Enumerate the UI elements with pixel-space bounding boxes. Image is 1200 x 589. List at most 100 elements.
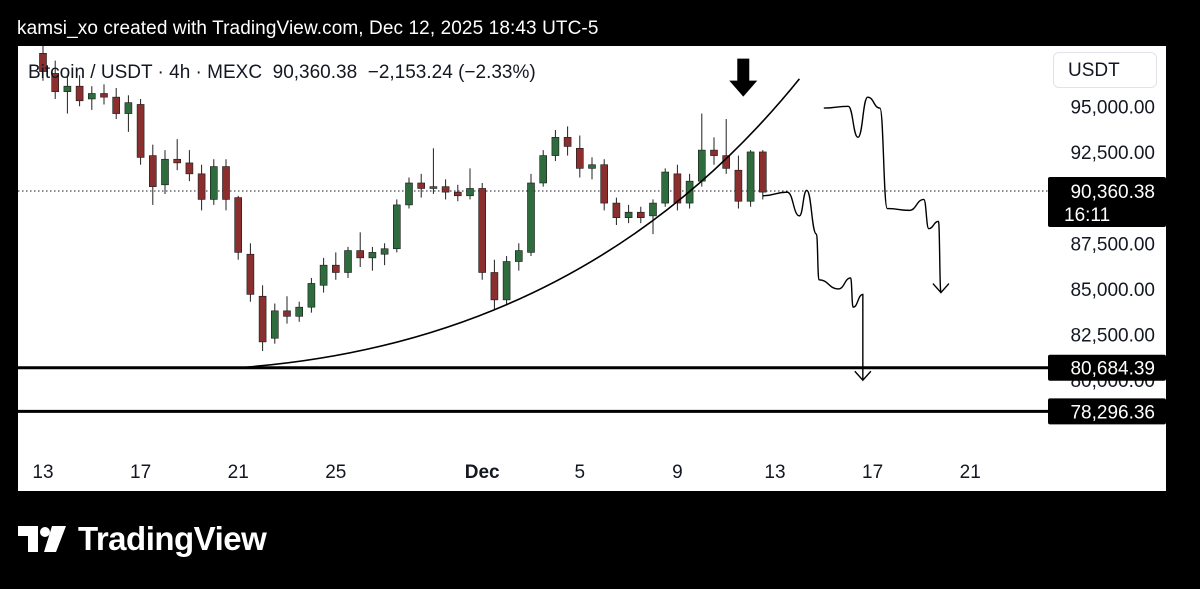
candle-body bbox=[429, 186, 438, 189]
chart-area[interactable]: 95,000.00 92,500.00 87,500.00 85,000.00 82,5… bbox=[18, 46, 1166, 491]
candle[interactable] bbox=[746, 150, 755, 207]
candle[interactable] bbox=[100, 84, 108, 105]
candle[interactable] bbox=[222, 159, 230, 211]
candle-body bbox=[112, 96, 120, 114]
candle-body bbox=[575, 147, 584, 169]
candle[interactable] bbox=[697, 113, 706, 187]
candle-body bbox=[51, 73, 60, 92]
candle[interactable] bbox=[758, 150, 767, 200]
tradingview-logo: TradingView bbox=[18, 520, 267, 558]
candle-body bbox=[344, 250, 352, 273]
candle[interactable] bbox=[271, 303, 279, 344]
time-axis: 13 17 21 25 Dec 5 9 13 17 21 bbox=[32, 462, 980, 483]
time-tick-label: 21 bbox=[228, 462, 249, 483]
candle[interactable] bbox=[344, 246, 352, 278]
candle[interactable] bbox=[149, 144, 157, 205]
candle[interactable] bbox=[405, 177, 413, 209]
candle[interactable] bbox=[514, 243, 523, 271]
candle[interactable] bbox=[283, 296, 291, 324]
price-tick-label: 87,500.00 bbox=[1070, 234, 1155, 255]
candle-body bbox=[161, 158, 169, 186]
candle[interactable] bbox=[258, 285, 267, 352]
projection-path[interactable] bbox=[823, 96, 942, 294]
candle-body bbox=[307, 283, 316, 308]
candle[interactable] bbox=[612, 197, 621, 225]
symbol-exchange: MEXC bbox=[207, 62, 263, 83]
candle[interactable] bbox=[380, 243, 389, 266]
candle[interactable] bbox=[185, 150, 194, 182]
candle[interactable] bbox=[295, 301, 304, 322]
candle[interactable] bbox=[307, 277, 316, 313]
candle[interactable] bbox=[722, 119, 731, 174]
candle[interactable] bbox=[563, 126, 572, 156]
symbol-name: Bitcoin / USDT bbox=[28, 62, 153, 83]
legend-separator: · bbox=[152, 62, 170, 83]
candle[interactable] bbox=[210, 159, 218, 205]
candle[interactable] bbox=[441, 179, 450, 200]
candles-layer bbox=[39, 46, 767, 352]
candle[interactable] bbox=[75, 75, 84, 107]
candle-body bbox=[405, 182, 413, 206]
candle-body bbox=[124, 102, 133, 114]
currency-selector[interactable]: USDT bbox=[1053, 52, 1157, 88]
candle[interactable] bbox=[124, 95, 133, 132]
candle[interactable] bbox=[173, 139, 181, 171]
candle[interactable] bbox=[392, 199, 401, 253]
candle[interactable] bbox=[673, 164, 682, 211]
candle[interactable] bbox=[600, 159, 609, 211]
candle[interactable] bbox=[51, 60, 60, 99]
candle[interactable] bbox=[246, 243, 255, 302]
candle-body bbox=[136, 104, 145, 158]
candle-body bbox=[100, 93, 108, 98]
candle[interactable] bbox=[478, 182, 487, 280]
candle-countdown-text: 16:11 bbox=[1064, 205, 1110, 226]
legend-separator: · bbox=[190, 62, 208, 83]
candle[interactable] bbox=[539, 150, 548, 187]
candle[interactable] bbox=[490, 259, 499, 310]
candle[interactable] bbox=[636, 206, 645, 224]
candle[interactable] bbox=[417, 173, 426, 198]
candle[interactable] bbox=[368, 246, 377, 271]
candle[interactable] bbox=[734, 155, 743, 209]
candlestick-chart[interactable]: 95,000.00 92,500.00 87,500.00 85,000.00 82,5… bbox=[18, 46, 1166, 491]
candle[interactable] bbox=[356, 232, 365, 268]
candle[interactable] bbox=[575, 135, 584, 178]
candle-body bbox=[210, 166, 218, 200]
candle[interactable] bbox=[453, 184, 462, 202]
candle[interactable] bbox=[649, 199, 657, 235]
candle[interactable] bbox=[502, 256, 511, 306]
candle[interactable] bbox=[112, 88, 120, 120]
tradingview-logo-icon bbox=[18, 526, 66, 552]
candle-body bbox=[197, 173, 206, 200]
candle[interactable] bbox=[319, 257, 328, 293]
time-tick-label: 17 bbox=[130, 462, 151, 483]
candle[interactable] bbox=[661, 168, 670, 207]
candle-body bbox=[258, 295, 267, 343]
candle[interactable] bbox=[136, 98, 145, 165]
candle[interactable] bbox=[710, 137, 718, 165]
candle-body bbox=[490, 272, 499, 301]
candle[interactable] bbox=[466, 168, 474, 200]
current-price-box bbox=[1048, 177, 1166, 228]
candle[interactable] bbox=[588, 157, 596, 180]
candle[interactable] bbox=[551, 130, 560, 162]
candle[interactable] bbox=[88, 86, 96, 110]
candle-body bbox=[368, 252, 377, 259]
price-tick-label: 92,500.00 bbox=[1070, 143, 1155, 164]
candle-body bbox=[734, 169, 743, 202]
candle[interactable] bbox=[429, 148, 438, 194]
candle[interactable] bbox=[161, 150, 169, 194]
down-arrow-marker[interactable] bbox=[729, 58, 758, 97]
candle[interactable] bbox=[331, 252, 340, 280]
level-label-box bbox=[1048, 398, 1166, 425]
candle[interactable] bbox=[63, 77, 72, 114]
candle[interactable] bbox=[39, 46, 47, 81]
support-curve-line[interactable] bbox=[238, 78, 801, 369]
projection-path[interactable] bbox=[762, 189, 864, 381]
candle[interactable] bbox=[234, 195, 242, 260]
candle[interactable] bbox=[624, 204, 633, 224]
candle[interactable] bbox=[527, 173, 535, 257]
candle[interactable] bbox=[197, 164, 206, 211]
time-tick-label: 17 bbox=[862, 462, 883, 483]
